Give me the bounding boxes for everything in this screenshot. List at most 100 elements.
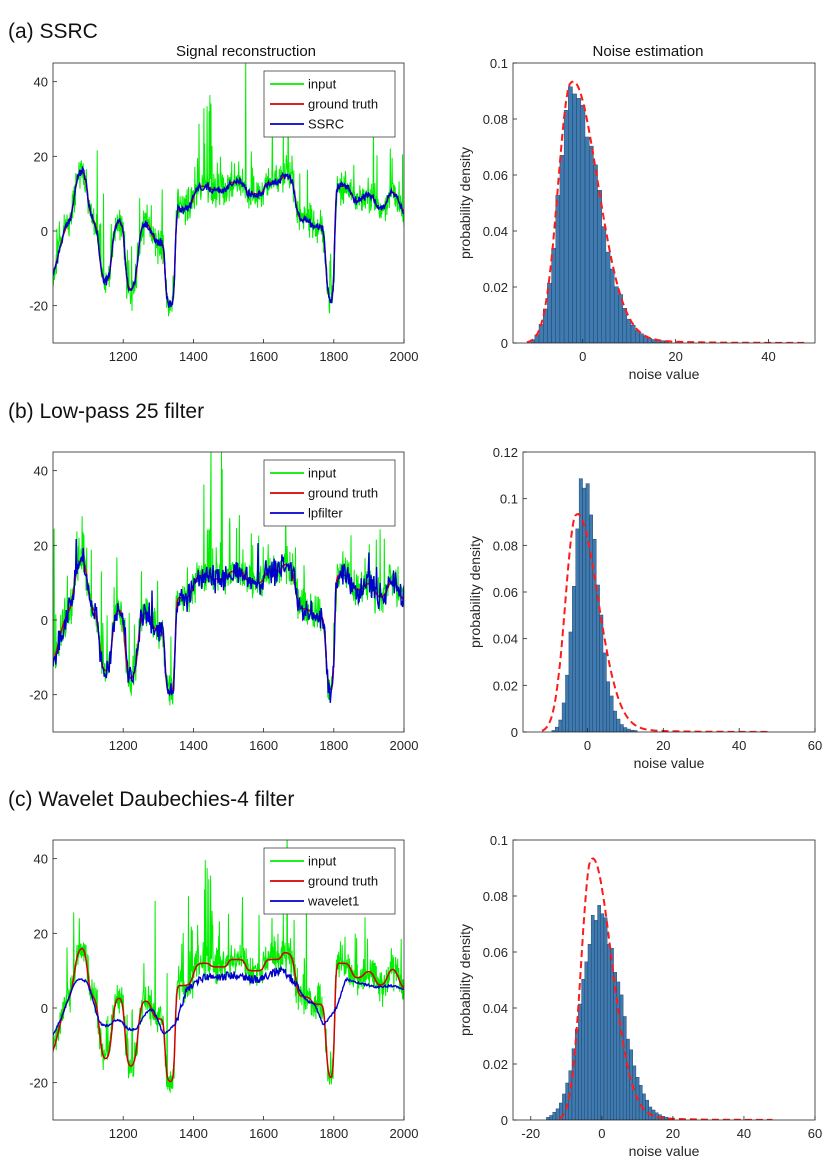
histogram-bar [613, 972, 617, 1120]
y-tick-label: 20 [34, 149, 48, 164]
x-tick-label: 1800 [319, 349, 348, 364]
lpfilter-series-line [53, 538, 404, 703]
histogram-bar [580, 105, 586, 343]
noise-chart-a-noise: 0 20 40 0 0.02 0.04 0.06 0.08 0.1 noise value prob… [457, 56, 816, 382]
plot-area [53, 63, 404, 317]
signal-chart-b-signal: 1200 1400 1600 1800 2000 -20 0 20 40 input ground … [29, 451, 418, 753]
input-series-line [53, 840, 404, 1093]
y-tick-label: 20 [34, 538, 48, 553]
histogram-bar [538, 324, 544, 343]
histogram-bar [609, 268, 615, 343]
y-tick-label: 0 [511, 725, 518, 740]
histogram-bar [619, 724, 624, 732]
y-tick-label: 0.1 [490, 833, 508, 848]
x-tick-label: 2000 [390, 349, 419, 364]
y-tick-label: 0.06 [483, 945, 508, 960]
row-title-a: (a) SSRC [8, 20, 98, 43]
y-tick-label: 0.02 [493, 678, 518, 693]
signal-chart-c-signal: 1200 1400 1600 1800 2000 -20 0 20 40 input ground … [29, 839, 418, 1141]
x-tick-label: 20 [656, 738, 670, 753]
y-tick-label: 0.06 [493, 585, 518, 600]
y-tick-label: 40 [34, 464, 48, 479]
legend: input ground truth lpfilter [263, 459, 396, 527]
histogram-bar [622, 1016, 627, 1120]
y-tick-label: 0 [41, 1001, 48, 1016]
y-tick-label: 0.04 [483, 224, 508, 239]
x-tick-label: 1800 [319, 738, 348, 753]
histogram-bar [594, 920, 598, 1120]
y-tick-label: 0.12 [493, 445, 518, 460]
histogram-bar [589, 145, 594, 343]
y-tick-label: 20 [34, 926, 48, 941]
y-axis-label: probability density [457, 147, 473, 259]
legend: input ground truth SSRC [263, 70, 396, 138]
y-tick-label: 0.02 [483, 280, 508, 295]
histogram-bar [572, 93, 577, 343]
legend-label: SSRC [308, 117, 344, 132]
y-tick-label: 40 [34, 75, 48, 90]
legend-label: ground truth [308, 97, 378, 112]
x-tick-label: 1200 [109, 349, 138, 364]
histogram-bar [601, 226, 607, 343]
row-title-b: (b) Low-pass 25 filter [8, 400, 204, 423]
plot-area [546, 857, 773, 1120]
x-axis-label: noise value [634, 755, 705, 771]
histogram-bar [584, 961, 589, 1120]
y-tick-label: -20 [29, 1076, 48, 1091]
histogram-bar [572, 586, 576, 732]
histogram-bar [568, 631, 573, 732]
histogram-bar [645, 1099, 649, 1120]
y-tick-label: 0.08 [493, 538, 518, 553]
histogram-bar [609, 695, 614, 732]
histogram-bar [587, 944, 592, 1120]
histogram-bar [593, 164, 598, 343]
plot-area [53, 452, 404, 706]
histogram-bar [626, 728, 631, 732]
y-tick-label: 0 [41, 613, 48, 628]
y-tick-label: 40 [34, 852, 48, 867]
histogram-bar [606, 944, 611, 1120]
signal-chart-a-signal: 1200 1400 1600 1800 2000 -20 0 20 40 input ground … [29, 62, 419, 364]
y-tick-label: 0.08 [483, 112, 508, 127]
noise-chart-c-noise: -20 0 20 40 60 0 0.02 0.04 0.06 0.08 0.1 noise valu… [457, 833, 822, 1159]
x-tick-label: 60 [808, 738, 822, 753]
histogram-bar [616, 718, 621, 732]
x-tick-label: -20 [521, 1126, 540, 1141]
y-tick-label: 0.04 [483, 1001, 508, 1016]
x-tick-label: 1400 [179, 349, 208, 364]
legend-label: lpfilter [308, 506, 343, 521]
y-tick-label: 0 [41, 224, 48, 239]
signal-axes-frame [52, 839, 405, 1121]
noise-axes-frame [512, 62, 816, 344]
y-tick-label: 0.08 [483, 889, 508, 904]
histogram-bar [551, 248, 556, 343]
ssrc-series-line [53, 165, 404, 308]
histogram-bar [555, 726, 559, 732]
noise-axes-frame [512, 839, 816, 1121]
histogram-bar [610, 948, 614, 1120]
col-title-noise: Noise estimation [593, 43, 704, 60]
y-axis-label: probability density [457, 924, 473, 1036]
y-tick-label: 0.02 [483, 1057, 508, 1072]
noise-chart-b-noise: 0 20 40 60 0 0.02 0.04 0.06 0.08 0.1 0.12 noise val… [467, 445, 822, 771]
x-tick-label: 0 [584, 738, 591, 753]
histogram-bar [600, 913, 605, 1120]
row-title-c: (c) Wavelet Daubechies-4 filter [8, 788, 294, 811]
y-tick-label: 0.06 [483, 168, 508, 183]
histogram-bar [623, 727, 628, 732]
y-tick-label: 0.1 [500, 492, 518, 507]
x-tick-label: 40 [737, 1126, 751, 1141]
legend: input ground truth wavelet1 [263, 847, 396, 915]
y-tick-label: -20 [29, 299, 48, 314]
histogram-bar [599, 614, 604, 732]
legend-label: wavelet1 [307, 894, 359, 909]
histogram-bar [606, 681, 611, 732]
x-tick-label: 0 [598, 1126, 605, 1141]
histogram-bar [585, 483, 590, 732]
input-series-line [53, 63, 404, 317]
histogram-bar [559, 155, 565, 343]
legend-label: input [308, 77, 337, 92]
y-tick-label: 0.1 [490, 56, 508, 71]
histogram-bar [664, 1116, 669, 1120]
histogram-bar [597, 190, 602, 343]
